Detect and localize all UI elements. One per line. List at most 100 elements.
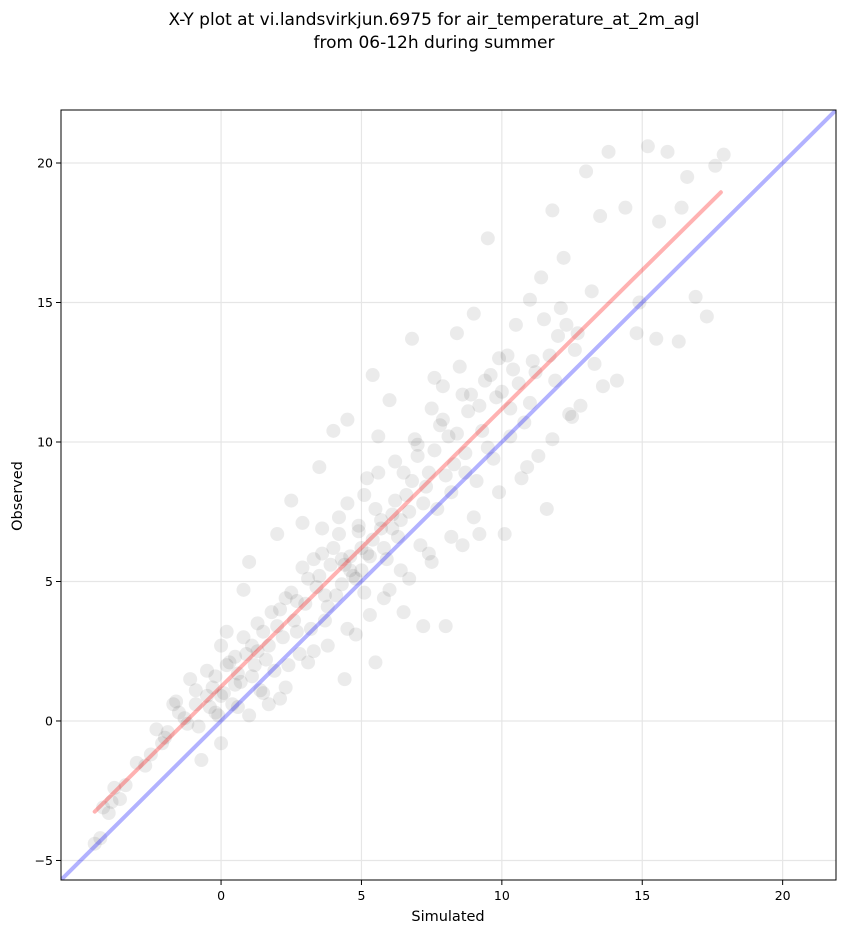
data-point bbox=[556, 250, 571, 265]
chart-title-line-1: X-Y plot at vi.landsvirkjun.6975 for air… bbox=[168, 10, 699, 30]
data-point bbox=[177, 711, 192, 726]
data-point bbox=[388, 454, 403, 469]
data-point bbox=[354, 563, 369, 578]
data-point bbox=[427, 443, 442, 458]
data-point bbox=[362, 607, 377, 622]
data-point bbox=[365, 368, 380, 383]
data-point bbox=[362, 549, 377, 564]
data-point bbox=[587, 356, 602, 371]
data-point bbox=[542, 348, 557, 363]
data-point bbox=[230, 666, 245, 681]
y-tick-label: −5 bbox=[35, 853, 53, 868]
data-point bbox=[253, 683, 268, 698]
data-point bbox=[354, 541, 369, 556]
y-tick-label: 20 bbox=[37, 156, 53, 171]
data-point bbox=[191, 719, 206, 734]
data-point bbox=[632, 295, 647, 310]
data-point bbox=[326, 541, 341, 556]
data-point bbox=[500, 348, 515, 363]
data-point bbox=[551, 328, 566, 343]
data-point bbox=[281, 658, 296, 673]
data-point bbox=[472, 398, 487, 413]
data-point bbox=[250, 616, 265, 631]
data-point bbox=[416, 496, 431, 511]
data-point bbox=[433, 418, 448, 433]
data-point bbox=[284, 585, 299, 600]
data-point bbox=[376, 541, 391, 556]
data-point bbox=[382, 582, 397, 597]
data-point bbox=[331, 527, 346, 542]
data-point bbox=[424, 554, 439, 569]
data-point bbox=[242, 554, 257, 569]
data-point bbox=[101, 806, 116, 821]
data-point bbox=[202, 700, 217, 715]
data-point bbox=[225, 697, 240, 712]
data-point bbox=[374, 513, 389, 528]
data-point bbox=[410, 448, 425, 463]
data-point bbox=[379, 552, 394, 567]
data-point bbox=[312, 568, 327, 583]
data-point bbox=[559, 317, 574, 332]
data-point bbox=[660, 144, 675, 159]
data-point bbox=[534, 270, 549, 285]
data-point bbox=[562, 407, 577, 422]
data-point bbox=[216, 686, 231, 701]
data-point bbox=[340, 621, 355, 636]
data-point bbox=[503, 401, 518, 416]
data-point bbox=[264, 605, 279, 620]
data-point bbox=[171, 705, 186, 720]
data-point bbox=[284, 493, 299, 508]
data-point bbox=[261, 697, 276, 712]
data-point bbox=[595, 379, 610, 394]
data-point bbox=[671, 334, 686, 349]
data-point bbox=[570, 326, 585, 341]
data-point bbox=[441, 429, 456, 444]
data-point bbox=[278, 680, 293, 695]
data-point bbox=[188, 683, 203, 698]
data-point bbox=[317, 613, 332, 628]
data-point bbox=[466, 510, 481, 525]
data-point bbox=[250, 644, 265, 659]
data-point bbox=[382, 393, 397, 408]
data-point bbox=[390, 529, 405, 544]
data-point bbox=[323, 557, 338, 572]
data-point bbox=[261, 638, 276, 653]
data-point bbox=[567, 342, 582, 357]
data-point bbox=[180, 716, 195, 731]
data-point bbox=[331, 510, 346, 525]
data-point bbox=[424, 401, 439, 416]
data-point bbox=[708, 158, 723, 173]
data-point bbox=[486, 451, 501, 466]
data-point bbox=[508, 317, 523, 332]
grid-lines bbox=[61, 110, 836, 880]
data-point bbox=[506, 362, 521, 377]
data-point bbox=[388, 493, 403, 508]
data-point bbox=[87, 836, 102, 851]
data-point bbox=[228, 677, 243, 692]
data-point bbox=[256, 624, 271, 639]
data-point bbox=[169, 694, 184, 709]
data-point bbox=[340, 496, 355, 511]
data-point bbox=[520, 460, 535, 475]
data-point bbox=[329, 588, 344, 603]
data-point bbox=[346, 568, 361, 583]
data-point bbox=[579, 164, 594, 179]
data-point bbox=[239, 647, 254, 662]
data-point bbox=[303, 621, 318, 636]
data-point bbox=[208, 669, 223, 684]
data-point bbox=[214, 736, 229, 751]
data-point bbox=[287, 613, 302, 628]
data-point bbox=[289, 624, 304, 639]
data-point bbox=[503, 429, 518, 444]
data-point bbox=[536, 312, 551, 327]
chart-title-line-2: from 06-12h during summer bbox=[314, 33, 555, 53]
data-point bbox=[214, 688, 229, 703]
data-point bbox=[444, 529, 459, 544]
x-tick-label: 5 bbox=[357, 888, 365, 903]
data-point bbox=[449, 426, 464, 441]
data-point bbox=[652, 214, 667, 229]
data-point bbox=[337, 557, 352, 572]
data-point bbox=[242, 708, 257, 723]
data-point bbox=[357, 488, 372, 502]
data-point bbox=[351, 518, 366, 533]
